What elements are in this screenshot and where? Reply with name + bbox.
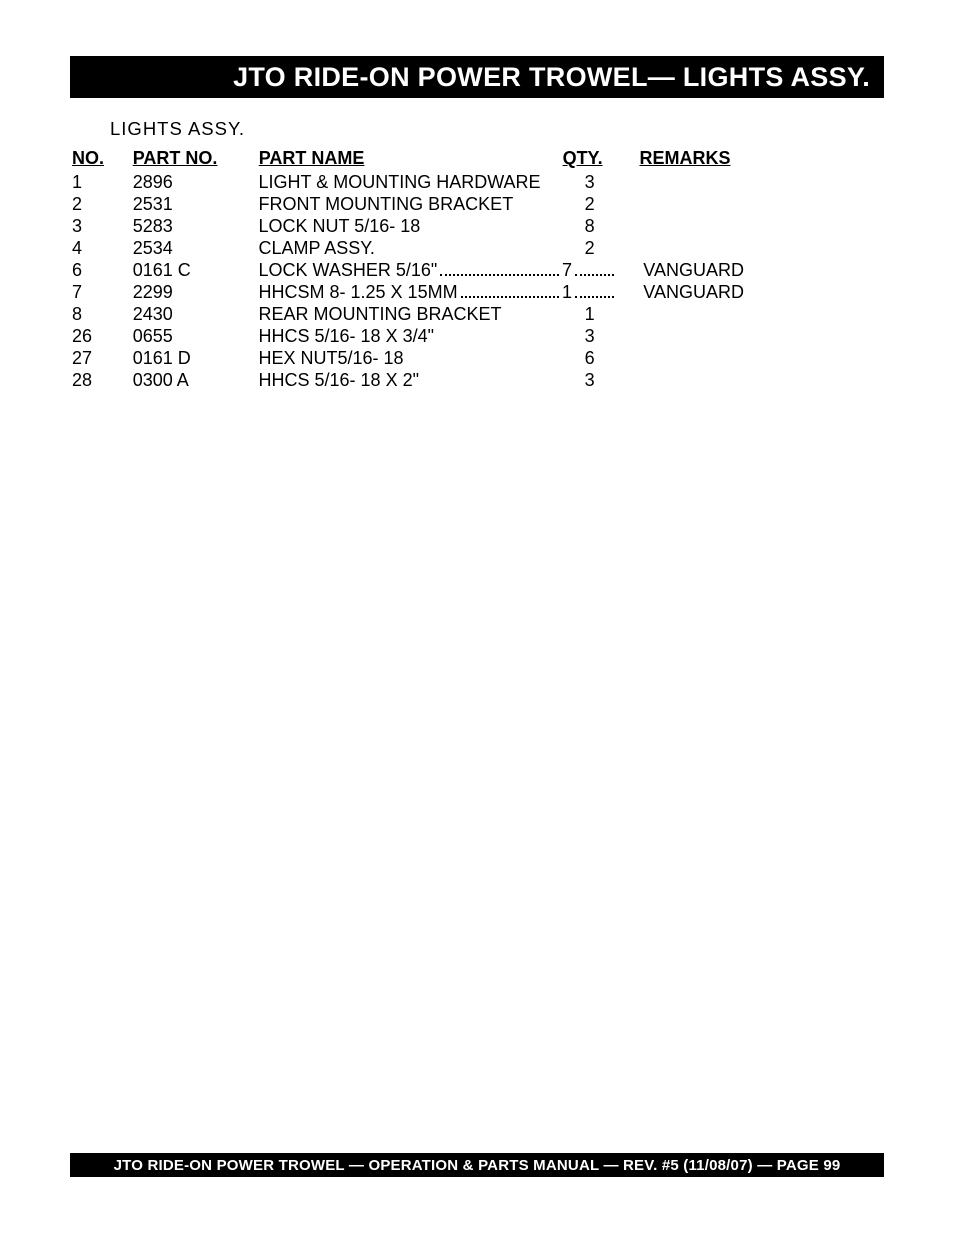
cell-part-name: CLAMP ASSY.: [259, 237, 562, 259]
cell-part-name-label: HHCSM 8- 1.25 X 15MM: [259, 281, 458, 303]
cell-qty: 8: [562, 215, 617, 237]
leader-dots: [575, 296, 614, 298]
parts-table: NO. PART NO. PART NAME QTY. REMARKS 1289…: [72, 148, 752, 391]
cell-part-no: 0161 C: [133, 259, 259, 281]
cell-no: 4: [72, 237, 133, 259]
cell-qty-label: 1: [562, 281, 572, 303]
table-row: 60161 CLOCK WASHER 5/16" 7 VANGUARD: [72, 259, 752, 281]
cell-part-no: 0300 A: [133, 369, 259, 391]
col-header-part-no: PART NO.: [133, 148, 259, 169]
leader-dots: [440, 274, 559, 276]
footer-text: JTO RIDE-ON POWER TROWEL — OPERATION & P…: [114, 1157, 841, 1174]
footer-bar: JTO RIDE-ON POWER TROWEL — OPERATION & P…: [70, 1153, 884, 1177]
col-header-no: NO.: [72, 148, 133, 169]
cell-qty: 1: [562, 303, 617, 325]
cell-part-no: 2534: [133, 237, 259, 259]
cell-part-name: LOCK NUT 5/16- 18: [259, 215, 562, 237]
table-row: 12896LIGHT & MOUNTING HARDWARE3: [72, 171, 752, 193]
cell-remarks: VANGUARD: [617, 281, 752, 303]
col-header-part-name: PART NAME: [259, 148, 563, 169]
leader-dots: [461, 296, 559, 298]
cell-part-name: LOCK WASHER 5/16": [259, 259, 562, 281]
cell-qty: 2: [562, 193, 617, 215]
cell-part-no: 2299: [133, 281, 259, 303]
cell-part-no: 2531: [133, 193, 259, 215]
table-header-row: NO. PART NO. PART NAME QTY. REMARKS: [72, 148, 752, 169]
table-row: 270161 DHEX NUT5/16- 186: [72, 347, 752, 369]
cell-part-no: 0655: [133, 325, 259, 347]
cell-no: 6: [72, 259, 133, 281]
cell-no: 1: [72, 171, 133, 193]
table-row: 280300 AHHCS 5/16- 18 X 2"3: [72, 369, 752, 391]
cell-no: 8: [72, 303, 133, 325]
cell-part-name: LIGHT & MOUNTING HARDWARE: [259, 171, 562, 193]
page: JTO RIDE-ON POWER TROWEL— LIGHTS ASSY. L…: [0, 0, 954, 1235]
cell-part-name: HHCS 5/16- 18 X 3/4": [259, 325, 562, 347]
cell-no: 2: [72, 193, 133, 215]
table-row: 22531FRONT MOUNTING BRACKET2: [72, 193, 752, 215]
title-bar: JTO RIDE-ON POWER TROWEL— LIGHTS ASSY.: [70, 56, 884, 98]
table-row: 260655HHCS 5/16- 18 X 3/4"3: [72, 325, 752, 347]
cell-part-name: FRONT MOUNTING BRACKET: [259, 193, 562, 215]
cell-qty: 3: [562, 171, 617, 193]
cell-qty: 3: [562, 369, 617, 391]
cell-qty-label: 7: [562, 259, 572, 281]
col-header-remarks: REMARKS: [618, 148, 752, 169]
cell-part-no: 2896: [133, 171, 259, 193]
cell-no: 7: [72, 281, 133, 303]
table-row: 35283LOCK NUT 5/16- 188: [72, 215, 752, 237]
cell-part-no: 2430: [133, 303, 259, 325]
leader-dots: [575, 274, 614, 276]
cell-qty: 1: [562, 281, 617, 303]
cell-no: 28: [72, 369, 133, 391]
table-row: 72299HHCSM 8- 1.25 X 15MM 1 VANGUARD: [72, 281, 752, 303]
cell-no: 3: [72, 215, 133, 237]
cell-qty: 7: [562, 259, 617, 281]
cell-part-name: HHCS 5/16- 18 X 2": [259, 369, 562, 391]
cell-remarks: VANGUARD: [617, 259, 752, 281]
cell-part-name: REAR MOUNTING BRACKET: [259, 303, 562, 325]
col-header-qty: QTY.: [563, 148, 618, 169]
section-subtitle: LIGHTS ASSY.: [110, 118, 245, 140]
cell-qty: 3: [562, 325, 617, 347]
cell-part-no: 5283: [133, 215, 259, 237]
cell-qty: 6: [562, 347, 617, 369]
table-row: 42534CLAMP ASSY.2: [72, 237, 752, 259]
page-title: JTO RIDE-ON POWER TROWEL— LIGHTS ASSY.: [233, 62, 870, 93]
cell-no: 26: [72, 325, 133, 347]
table-row: 82430REAR MOUNTING BRACKET1: [72, 303, 752, 325]
cell-part-no: 0161 D: [133, 347, 259, 369]
cell-part-name: HEX NUT5/16- 18: [259, 347, 562, 369]
cell-qty: 2: [562, 237, 617, 259]
table-body: 12896LIGHT & MOUNTING HARDWARE322531FRON…: [72, 171, 752, 391]
cell-part-name: HHCSM 8- 1.25 X 15MM: [259, 281, 562, 303]
cell-no: 27: [72, 347, 133, 369]
cell-part-name-label: LOCK WASHER 5/16": [259, 259, 438, 281]
